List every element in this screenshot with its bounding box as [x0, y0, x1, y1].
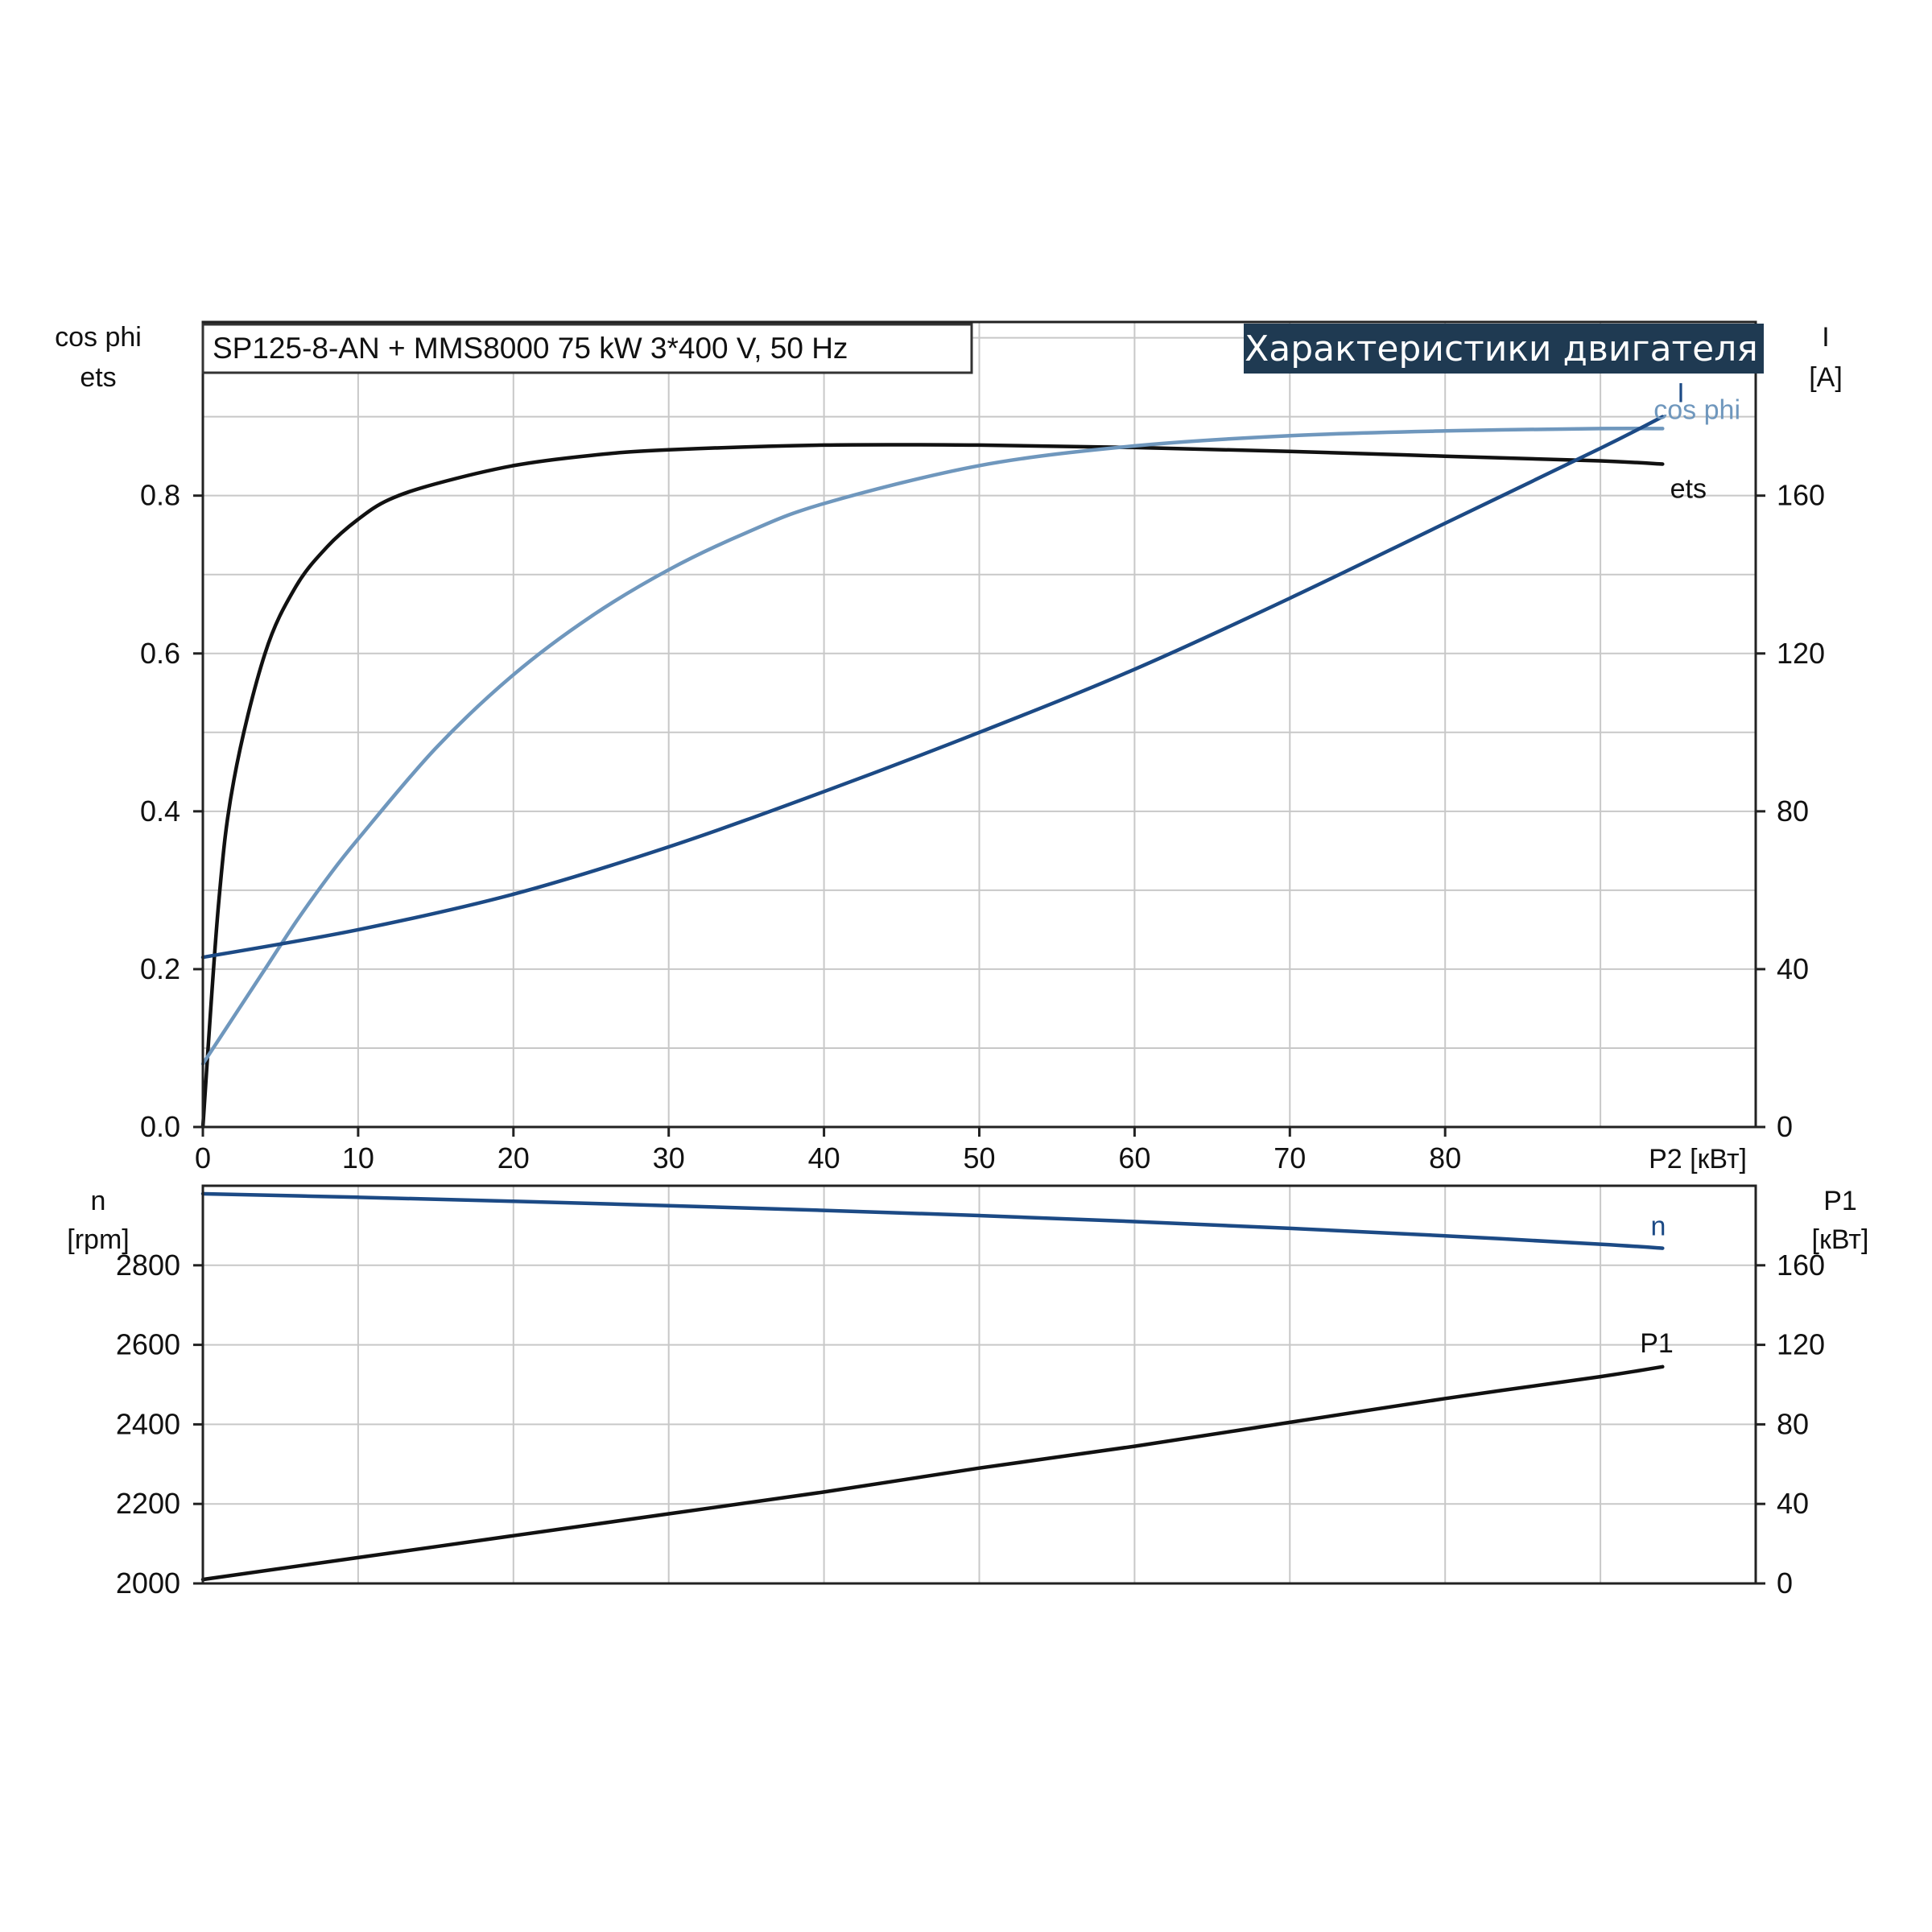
x-axis-label: P2 [кВт] — [1649, 1144, 1747, 1174]
top-gridlines — [203, 322, 1756, 1127]
series-label-n: n — [1651, 1212, 1666, 1242]
left-axis-label-rpm: [rpm] — [67, 1224, 129, 1255]
x-tick-label: 30 — [653, 1141, 685, 1174]
bottom-left-tick-labels: 2000 2200 2400 2600 2800 — [116, 1249, 203, 1600]
bottom-left-tick-label: 2400 — [116, 1407, 180, 1440]
bottom-left-tick-label: 2600 — [116, 1328, 180, 1361]
bottom-right-tick-label: 80 — [1777, 1407, 1809, 1440]
bottom-left-tick-label: 2000 — [116, 1567, 180, 1600]
bottom-right-tick-labels: 0 40 80 120 160 — [1756, 1249, 1825, 1600]
x-tick-label: 70 — [1274, 1141, 1306, 1174]
bottom-left-tick-label: 2800 — [116, 1249, 180, 1282]
chart-title-box — [201, 323, 973, 374]
top-x-tick-labels: 0 10 20 30 40 50 60 70 80 — [195, 1127, 1461, 1174]
x-tick-label: 20 — [497, 1141, 530, 1174]
top-left-tick-label: 0.8 — [140, 479, 180, 512]
bottom-left-tick-label: 2200 — [116, 1487, 180, 1520]
top-right-tick-label: 0 — [1777, 1110, 1793, 1143]
series-label-p1: P1 — [1640, 1328, 1674, 1359]
right-axis-label-i: I — [1822, 322, 1829, 353]
top-right-tick-label: 80 — [1777, 795, 1809, 828]
top-left-tick-label: 0.0 — [140, 1110, 180, 1143]
series-line-p1 — [200, 1364, 1665, 1582]
x-tick-label: 50 — [963, 1141, 995, 1174]
chart-title: SP125-8-AN + MMS8000 75 kW 3*400 V, 50 H… — [213, 332, 848, 365]
x-tick-label: 10 — [342, 1141, 374, 1174]
right-axis-label-kw: [кВт] — [1812, 1224, 1869, 1255]
bottom-series-labels: n P1 — [1640, 1212, 1674, 1359]
left-axis-label-n: n — [91, 1186, 106, 1216]
top-left-tick-labels: 0.0 0.2 0.4 0.6 0.8 — [140, 479, 203, 1143]
bottom-right-tick-label: 0 — [1777, 1567, 1793, 1600]
bottom-right-tick-label: 160 — [1777, 1249, 1825, 1282]
top-series-group — [200, 415, 1665, 1129]
left-axis-label-cosphi: cos phi — [55, 322, 142, 353]
subtitle-badge — [1244, 324, 1764, 374]
top-right-tick-labels: 0 40 80 120 160 — [1756, 479, 1825, 1143]
series-line-n — [200, 1191, 1665, 1250]
top-left-tick-label: 0.4 — [140, 795, 180, 828]
bottom-gridlines — [203, 1186, 1756, 1583]
bottom-chart: 2000 2200 2400 2600 2800 0 40 80 120 160 n P1 n [… — [67, 1184, 1869, 1600]
x-tick-label: 80 — [1429, 1141, 1461, 1174]
top-right-tick-label: 160 — [1777, 479, 1825, 512]
series-label-cos-phi: cos phi — [1653, 394, 1740, 425]
right-axis-label-p1: P1 — [1823, 1186, 1857, 1216]
series-label-ets: ets — [1670, 473, 1707, 504]
bottom-right-tick-label: 40 — [1777, 1487, 1809, 1520]
top-right-tick-label: 40 — [1777, 952, 1809, 985]
top-left-tick-label: 0.2 — [140, 952, 180, 985]
bottom-series-group — [200, 1191, 1665, 1582]
top-left-tick-label: 0.6 — [140, 637, 180, 670]
top-chart: 0 10 20 30 40 50 60 70 80 0.0 0.2 0.4 0.6 0.8 0 40 80 1… — [55, 320, 1843, 1174]
left-axis-label-ets: ets — [80, 362, 116, 393]
bottom-right-tick-label: 120 — [1777, 1328, 1825, 1361]
series-line-cos-phi — [200, 426, 1665, 1066]
x-tick-label: 60 — [1118, 1141, 1150, 1174]
bottom-plot-frame — [201, 1184, 1757, 1585]
top-right-tick-label: 120 — [1777, 637, 1825, 670]
series-line-i — [200, 415, 1665, 960]
right-axis-label-amps: [A] — [1809, 362, 1843, 393]
x-tick-label: 0 — [195, 1141, 211, 1174]
chart-subtitle: Характеристики двигателя — [1245, 328, 1758, 369]
series-line-ets — [200, 443, 1665, 1129]
series-label-i: I — [1677, 378, 1684, 409]
x-tick-label: 40 — [808, 1141, 840, 1174]
